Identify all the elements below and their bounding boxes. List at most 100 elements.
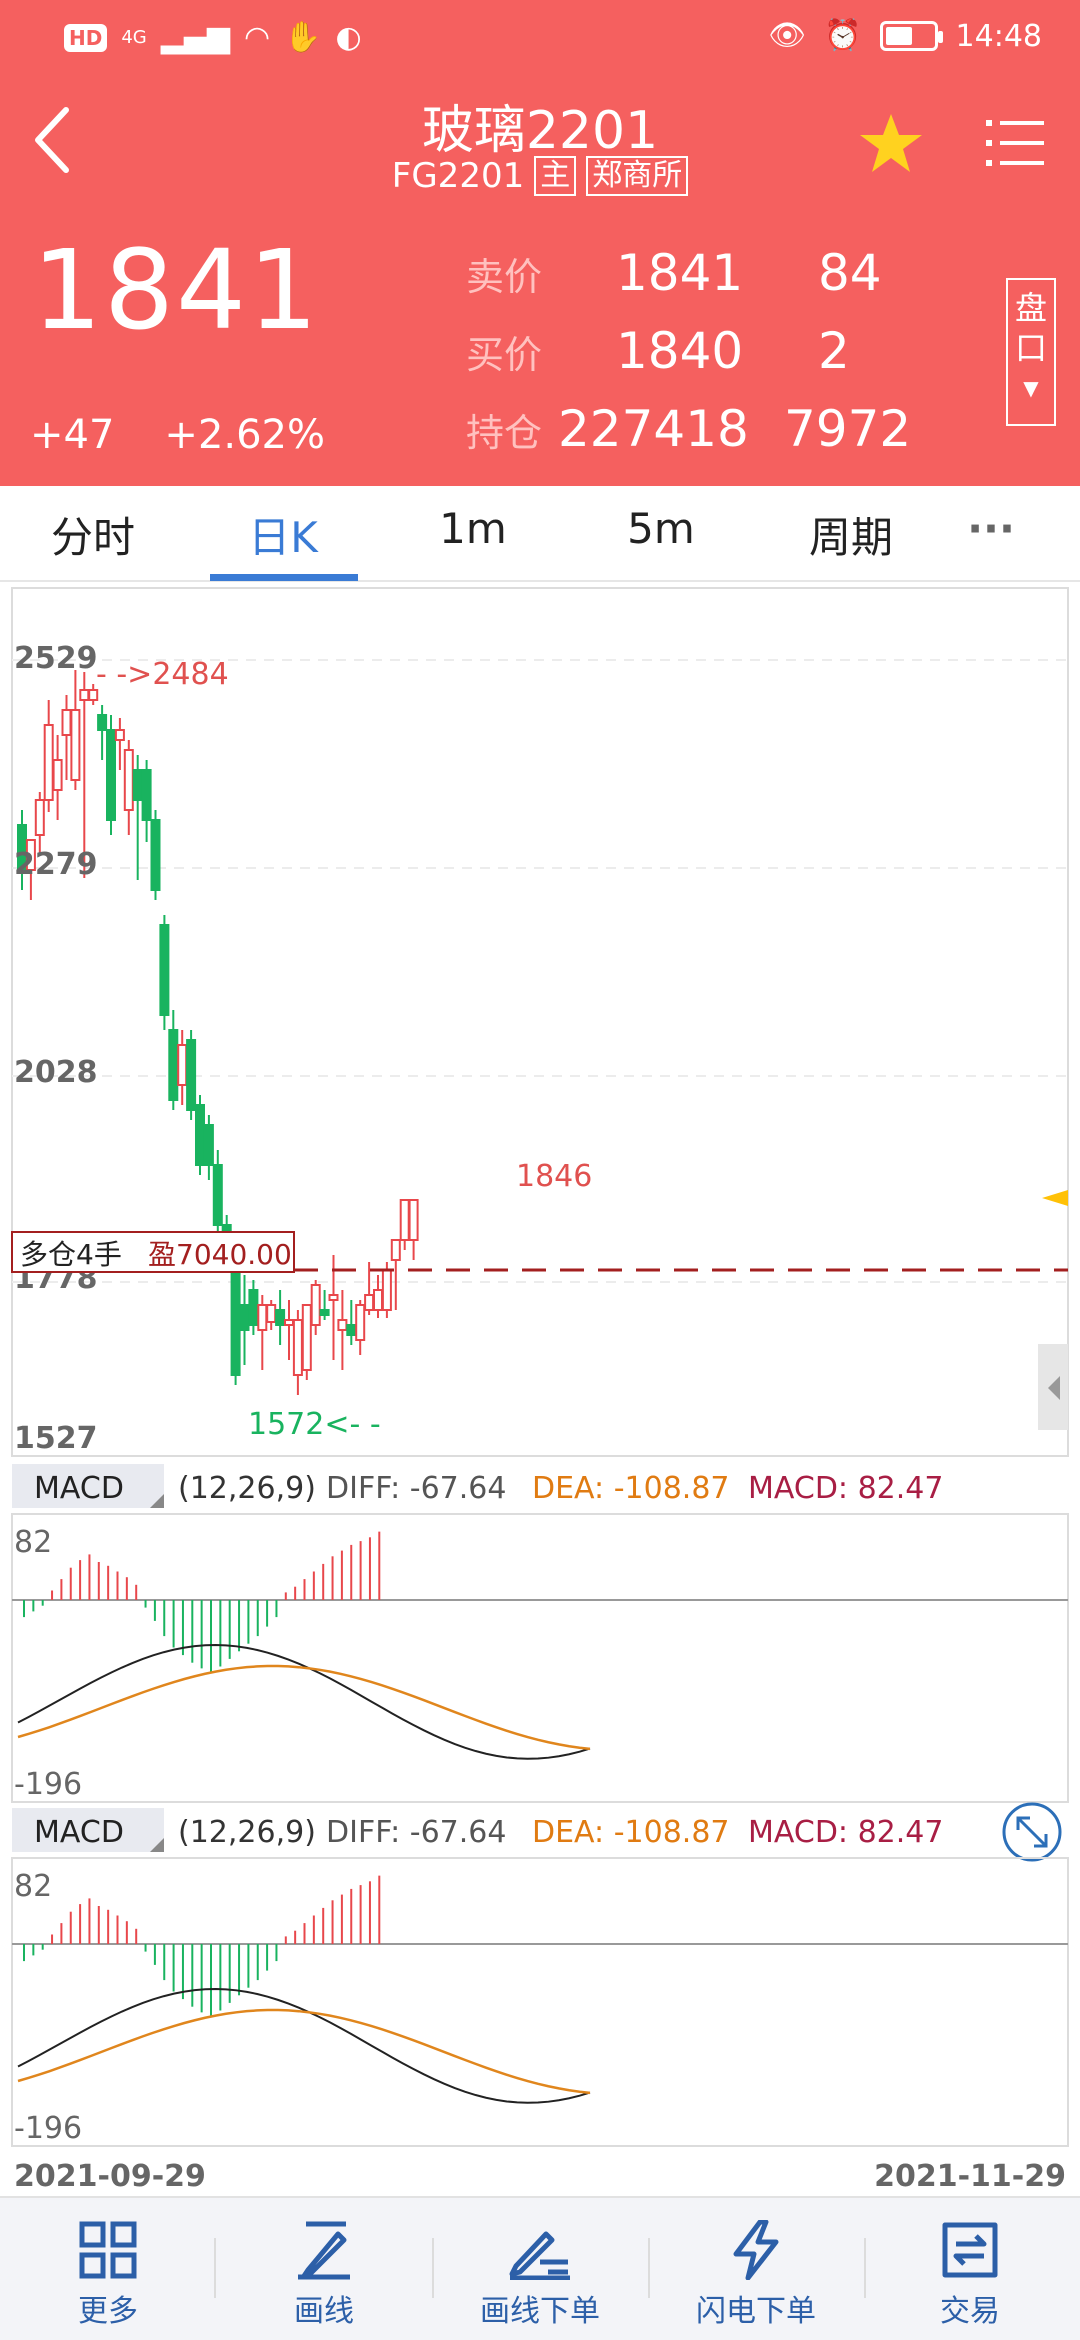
chart-area[interactable]: 2529 2279 2028 1778 1527 - ->2484 1572<-… — [0, 584, 1080, 2204]
draw-line-button[interactable]: 画线 — [234, 2220, 414, 2330]
tab-period[interactable]: 周期 — [808, 513, 893, 562]
macd-dea-line — [17, 2008, 591, 2095]
caret-down-icon: ▼ — [1023, 376, 1039, 400]
back-icon[interactable] — [26, 100, 86, 180]
candle-body — [203, 1124, 214, 1166]
macd-dropdown-icon-2 — [150, 1838, 164, 1852]
kline-candles — [17, 670, 419, 1395]
macd-diff-2: DIFF: -67.64 — [326, 1815, 506, 1850]
expand-icon[interactable] — [1002, 1802, 1062, 1862]
candle-body — [114, 729, 125, 741]
battery-icon — [879, 21, 943, 51]
lightning-icon — [733, 2220, 779, 2280]
alarm-icon: ⏰ — [824, 18, 862, 53]
toolbar-divider — [648, 2238, 650, 2298]
macd-dea-line — [17, 1664, 591, 1751]
quote-header: HD 4G ▂▄▆ ◠ ✋ ◐ 👁 ⏰ 14:48 玻璃2201 FG2201 … — [0, 0, 1080, 486]
low-marker: 1572<- - — [248, 1407, 381, 1442]
macd-dea-1: DEA: -108.87 — [532, 1471, 730, 1506]
order-book-toggle[interactable]: 盘 口 ▼ — [1006, 278, 1056, 426]
side-panel-handle[interactable] — [1038, 1344, 1068, 1430]
candle-body — [123, 749, 134, 811]
main-contract-badge: 主 — [534, 156, 577, 196]
candle-body — [257, 1304, 268, 1331]
caret-left-icon — [1048, 1376, 1060, 1400]
candle-body — [159, 924, 170, 1016]
kline-frame — [11, 587, 1069, 1457]
contract-code: FG2201 — [391, 156, 525, 196]
order-book-label-2: 口 — [1014, 329, 1047, 367]
more-tabs-icon[interactable]: ··· — [967, 504, 1015, 553]
star-icon[interactable] — [858, 112, 924, 174]
hd-icon: HD — [64, 24, 108, 52]
trade-button[interactable]: 交易 — [880, 2220, 1060, 2330]
battery-level — [885, 27, 912, 45]
menu-list-icon[interactable] — [986, 114, 1046, 172]
toolbar-divider — [432, 2238, 434, 2298]
macd-name-bg-2[interactable] — [12, 1808, 164, 1852]
open-interest-row: 持仓 227418 7972 — [466, 400, 911, 458]
candle-body — [97, 714, 108, 731]
date-end: 2021-11-29 — [874, 2159, 1066, 2194]
open-interest-label: 持仓 — [466, 411, 543, 455]
candle-body — [346, 1324, 357, 1336]
tab-intraday[interactable]: 分时 — [50, 513, 135, 562]
candle-body — [337, 1319, 348, 1331]
flash-order-button[interactable]: 闪电下单 — [666, 2220, 846, 2330]
candle-body — [284, 1319, 294, 1326]
macd-plot-2 — [17, 1875, 591, 2104]
candle-body — [373, 1289, 383, 1311]
tab-daily-k[interactable]: 日K — [248, 513, 318, 562]
candle-body — [319, 1309, 330, 1316]
bid-row: 买价 1840 2 — [466, 322, 850, 380]
page-title: 玻璃2201 — [421, 101, 659, 161]
flash-order-label: 闪电下单 — [696, 2294, 816, 2329]
y-label-top: 2529 — [14, 641, 98, 676]
tab-5m[interactable]: 5m — [627, 504, 695, 553]
ask-row: 卖价 1841 84 — [466, 244, 882, 302]
macd-name-bg-1[interactable] — [12, 1464, 164, 1508]
draw-order-button[interactable]: 画线下单 — [450, 2220, 630, 2330]
more-button[interactable]: 更多 — [18, 2220, 198, 2330]
signal-icon: 4G — [121, 27, 147, 48]
last-marker: 1846 — [516, 1159, 592, 1194]
macd-ymax-1: 82 — [14, 1525, 52, 1560]
candle-body — [248, 1289, 259, 1326]
draw-order-label: 画线下单 — [480, 2294, 600, 2329]
kline-grid — [12, 659, 1068, 1283]
macd-diff-line — [17, 1988, 591, 2104]
y-label-bottom: 1527 — [14, 1421, 98, 1456]
active-tab-indicator — [210, 574, 358, 581]
candle-body — [79, 689, 90, 701]
date-start: 2021-09-29 — [14, 2159, 206, 2194]
macd-value-1: MACD: 82.47 — [748, 1471, 943, 1506]
macd-header-1: MACD (12,26,9) DIFF: -67.64 DEA: -108.87… — [12, 1464, 943, 1508]
candle-body — [212, 1164, 223, 1226]
app-icon: ◐ — [335, 20, 362, 55]
macd-value-2: MACD: 82.47 — [748, 1815, 943, 1850]
app-notification-icon: ✋ — [284, 20, 322, 55]
ask-volume: 84 — [818, 244, 882, 302]
bottom-toolbar: 更多 画线 画线下单 闪电下单 — [0, 2196, 1080, 2340]
expand-icon-stroke — [1016, 1816, 1048, 1848]
macd-ymin-1: -196 — [14, 1767, 82, 1802]
candle-body — [292, 1319, 303, 1376]
candle-body — [168, 1029, 179, 1101]
macd-params-1: (12,26,9) — [178, 1471, 316, 1506]
candle-body — [52, 759, 63, 791]
tab-1m[interactable]: 1m — [439, 504, 507, 553]
last-price: 1841 — [32, 226, 320, 354]
grid-icon — [79, 2221, 137, 2279]
expand-icon-corner-b — [1034, 1834, 1048, 1848]
macd-plot-1 — [17, 1531, 591, 1760]
macd-params-2: (12,26,9) — [178, 1815, 316, 1850]
candle-body — [390, 1239, 401, 1261]
expand-icon-corner-a — [1016, 1816, 1030, 1830]
exchange-badge: 郑商所 — [586, 156, 689, 196]
status-bar: HD 4G ▂▄▆ ◠ ✋ ◐ 👁 ⏰ 14:48 — [0, 0, 1080, 76]
ask-label: 卖价 — [466, 255, 543, 299]
candle-body — [399, 1199, 410, 1241]
ask-price: 1841 — [616, 244, 744, 302]
position-tag[interactable]: 多仓4手 盈7040.00 — [11, 1231, 295, 1273]
change-row: +47 +2.62% — [30, 412, 325, 458]
